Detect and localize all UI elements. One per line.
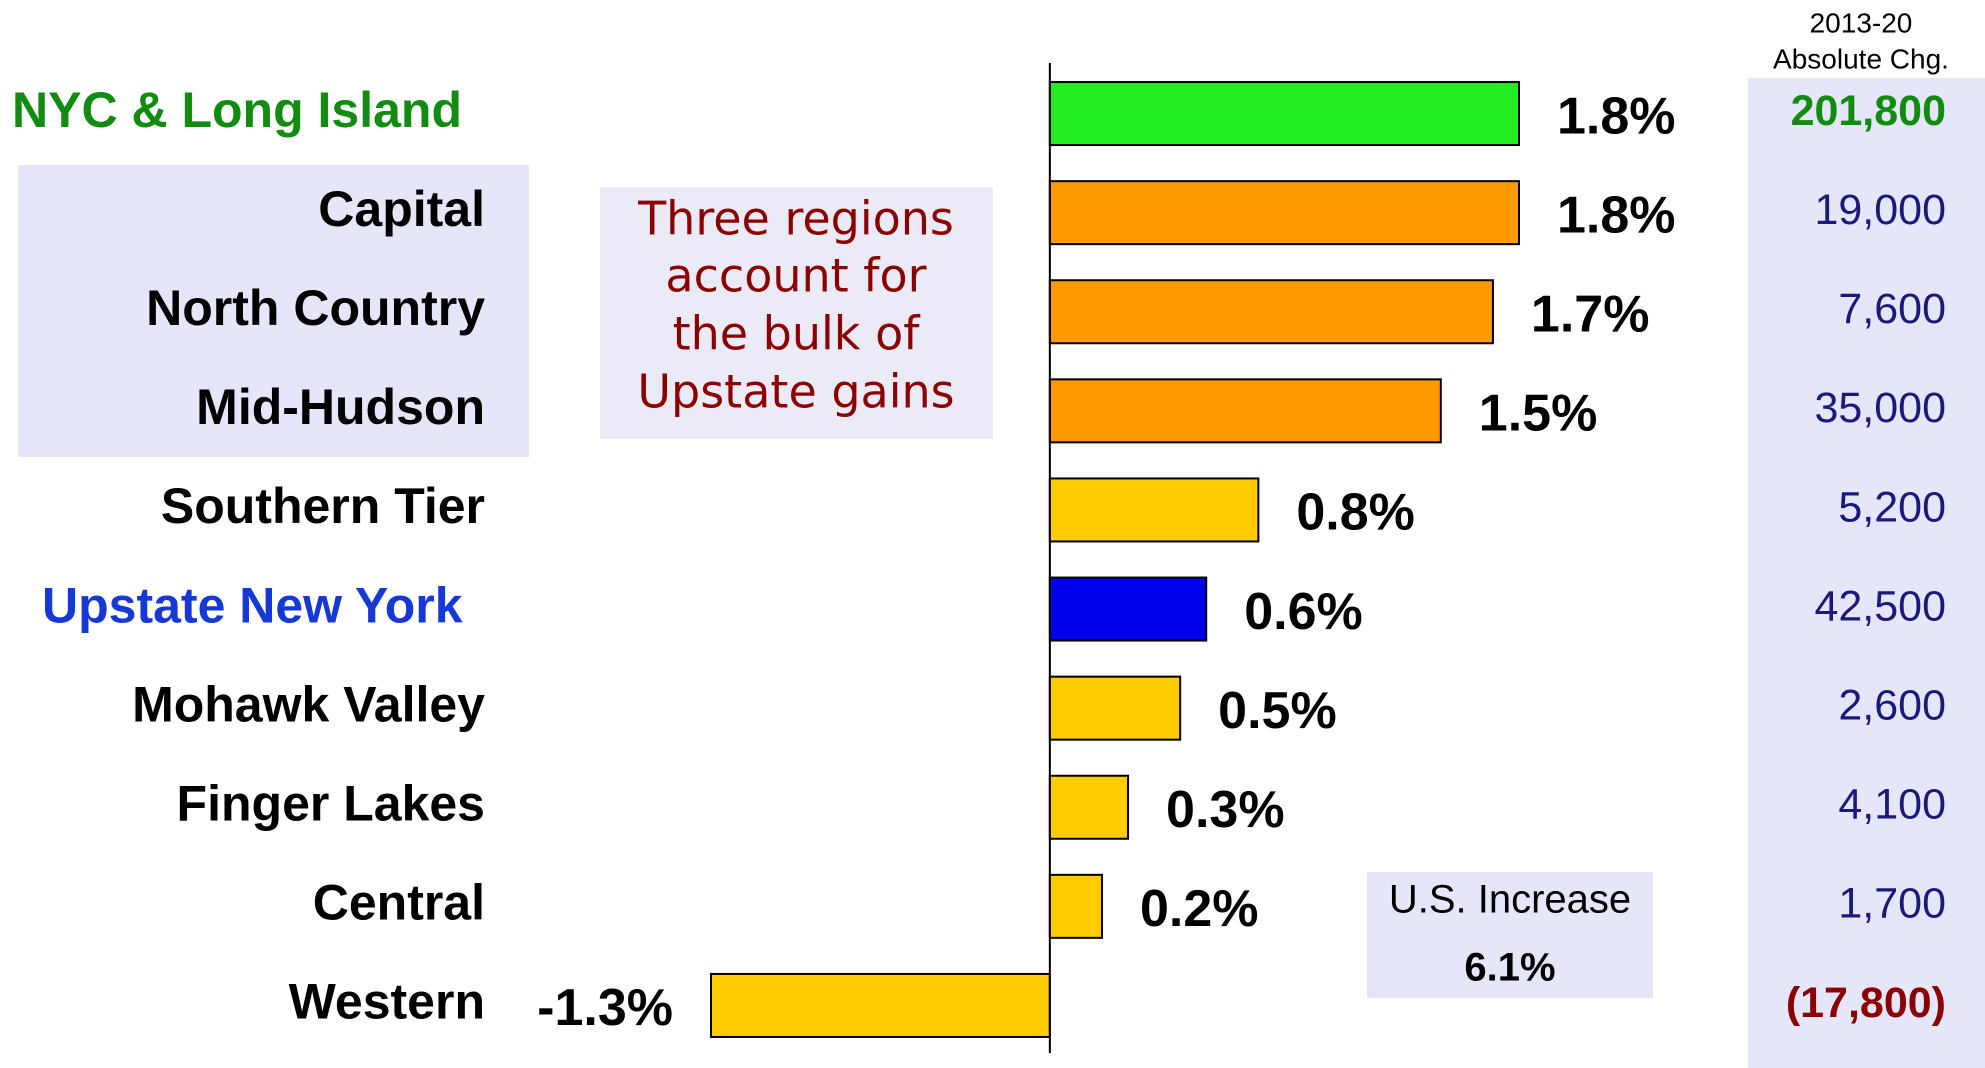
abs-change: 4,100 <box>1838 781 1946 829</box>
value-label: 1.7% <box>1531 285 1650 343</box>
category-label: North Country <box>146 280 485 336</box>
annotation-line: the bulk of <box>673 307 922 361</box>
bar <box>710 972 1051 1038</box>
value-label: 1.5% <box>1479 385 1598 443</box>
bar <box>1048 279 1494 345</box>
bar <box>1048 576 1208 642</box>
bar <box>1048 477 1260 543</box>
bar <box>1048 774 1130 840</box>
abs-column-panel <box>1748 78 1985 1068</box>
value-label: 0.8% <box>1296 484 1415 542</box>
category-label: Mohawk Valley <box>132 676 485 732</box>
bar <box>1048 180 1521 246</box>
abs-change: 35,000 <box>1814 384 1946 432</box>
category-label: NYC & Long Island <box>12 82 462 138</box>
us-value: 6.1% <box>1464 946 1555 990</box>
value-label: 0.5% <box>1218 682 1337 740</box>
value-label: 0.3% <box>1166 781 1285 839</box>
value-label: 1.8% <box>1557 87 1676 145</box>
bar <box>1048 378 1442 444</box>
abs-change: 1,700 <box>1838 880 1946 928</box>
category-label: Mid-Hudson <box>196 379 485 435</box>
category-label: Central <box>313 875 485 931</box>
category-label: Western <box>289 974 485 1030</box>
bar <box>1048 873 1103 939</box>
abs-header: Absolute Chg. <box>1773 43 1949 74</box>
annotation-line: Three regions <box>637 192 954 246</box>
category-label: Capital <box>318 181 485 237</box>
abs-change: 2,600 <box>1838 682 1946 730</box>
category-label: Finger Lakes <box>177 775 485 831</box>
value-label: 0.2% <box>1140 880 1259 938</box>
annotation-line: Upstate gains <box>637 365 954 419</box>
abs-change: (17,800) <box>1786 979 1946 1027</box>
abs-change: 42,500 <box>1814 582 1946 630</box>
bar <box>1048 675 1182 741</box>
value-label: 0.6% <box>1244 583 1363 641</box>
value-label: 1.8% <box>1557 186 1676 244</box>
bar <box>1048 81 1521 147</box>
highlight-panel <box>18 165 529 457</box>
annotation-line: account for <box>665 249 926 303</box>
us-label: U.S. Increase <box>1389 878 1631 922</box>
abs-change: 5,200 <box>1838 483 1946 531</box>
annotation-box <box>600 187 993 439</box>
category-label: Southern Tier <box>161 478 485 534</box>
abs-change: 19,000 <box>1814 186 1946 234</box>
category-label: Upstate New York <box>42 577 463 633</box>
abs-change: 7,600 <box>1838 285 1946 333</box>
abs-change: 201,800 <box>1791 87 1946 135</box>
us-box <box>1367 872 1653 998</box>
value-label: -1.3% <box>537 979 673 1037</box>
abs-header: 2013-20 <box>1810 7 1913 38</box>
